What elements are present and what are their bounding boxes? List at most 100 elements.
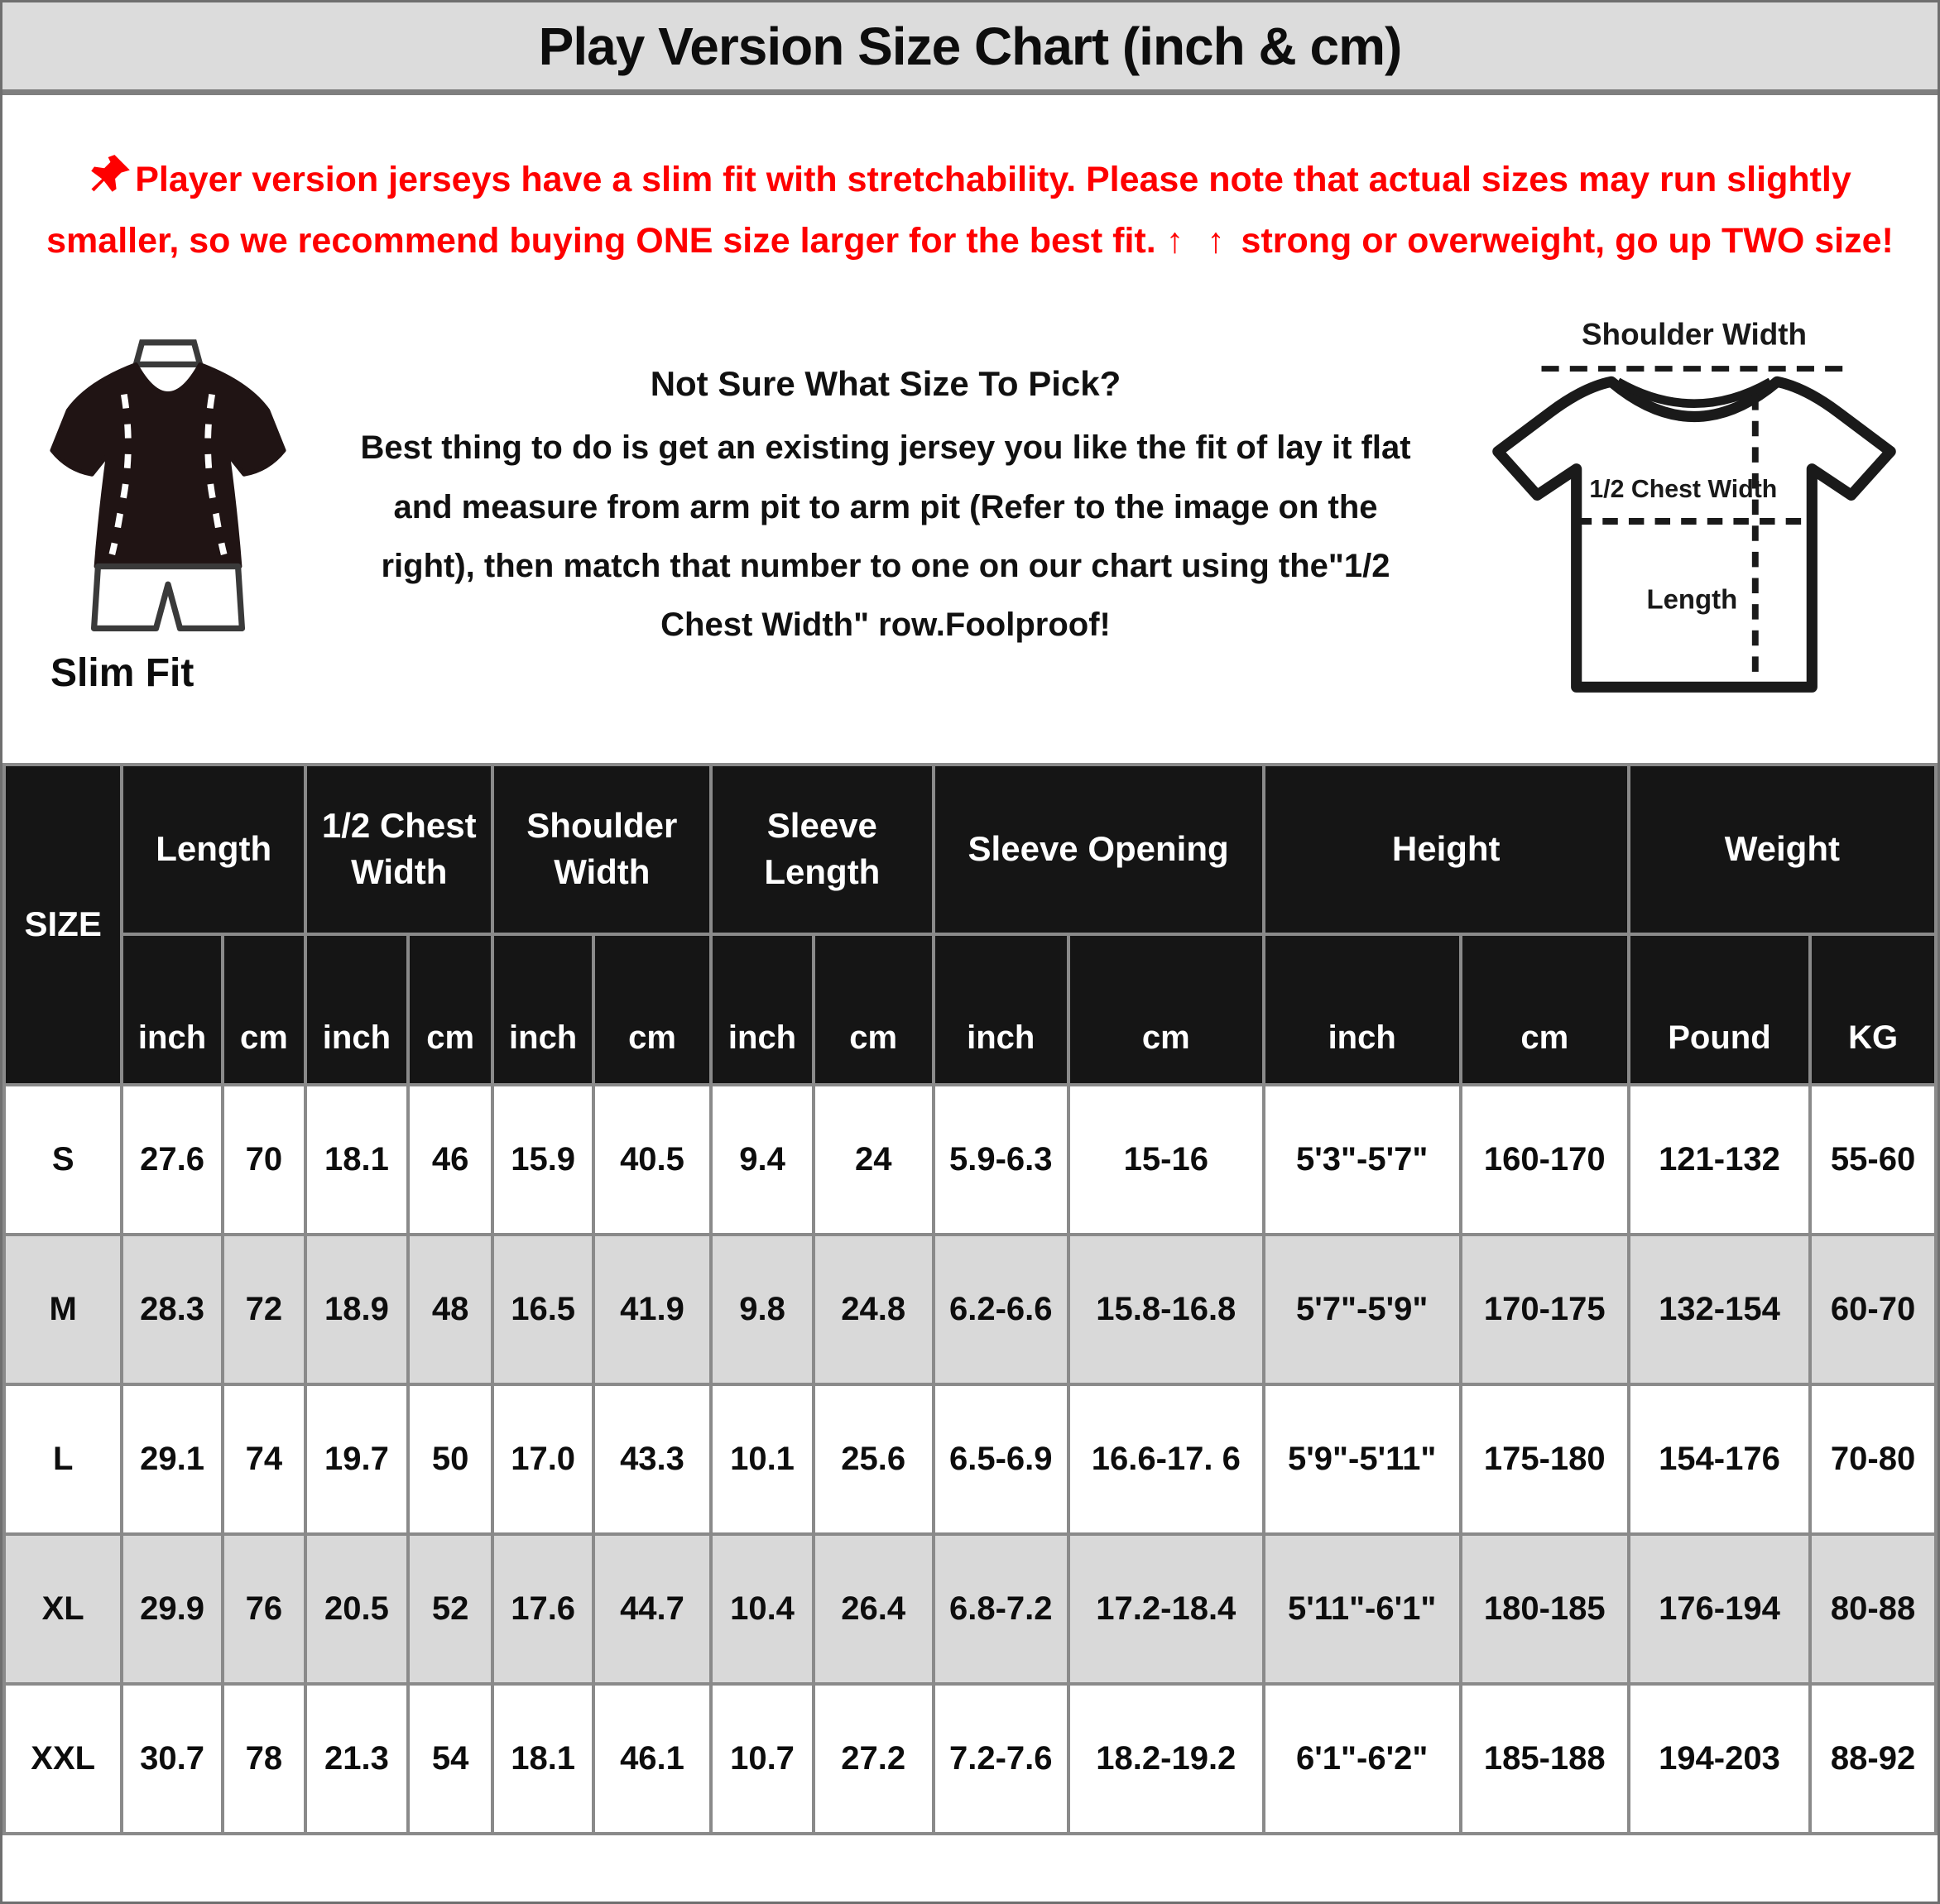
notice-text-2: strong or overweight, go up TWO size! xyxy=(1231,220,1894,261)
value-cell: 18.1 xyxy=(491,1681,595,1835)
col-header-weight: Weight xyxy=(1626,762,1938,936)
col-header-sleeve-length: Sleeve Length xyxy=(709,762,935,936)
slim-fit-figure: Slim Fit xyxy=(36,309,300,696)
value-cell: 6.5-6.9 xyxy=(931,1382,1070,1536)
value-cell: 17.6 xyxy=(491,1532,595,1686)
value-cell: 6.8-7.2 xyxy=(931,1532,1070,1686)
value-cell: 9.4 xyxy=(709,1082,815,1236)
value-cell: 43.3 xyxy=(591,1382,713,1536)
value-cell: 78 xyxy=(220,1681,308,1835)
unit-header: inch xyxy=(1261,932,1462,1086)
value-cell: 44.7 xyxy=(591,1532,713,1686)
size-cell: M xyxy=(2,1232,124,1386)
value-cell: 72 xyxy=(220,1232,308,1386)
value-cell: 5.9-6.3 xyxy=(931,1082,1070,1236)
title-bar: Play Version Size Chart (inch & cm) xyxy=(2,2,1938,95)
table-row-m: M 28.3 72 18.9 48 16.5 41.9 9.8 24.8 6.2… xyxy=(2,1232,1938,1386)
unit-header: inch xyxy=(120,932,224,1086)
fit-notice: Player version jerseys have a slim fit w… xyxy=(2,95,1938,294)
value-cell: 154-176 xyxy=(1626,1382,1813,1536)
value-cell: 25.6 xyxy=(811,1382,935,1536)
value-cell: 15-16 xyxy=(1066,1082,1265,1236)
value-cell: 10.4 xyxy=(709,1532,815,1686)
unit-header: inch xyxy=(931,932,1070,1086)
value-cell: 27.2 xyxy=(811,1681,935,1835)
value-cell: 46.1 xyxy=(591,1681,713,1835)
value-cell: 48 xyxy=(406,1232,495,1386)
table-row-xl: XL 29.9 76 20.5 52 17.6 44.7 10.4 26.4 6… xyxy=(2,1532,1938,1686)
value-cell: 21.3 xyxy=(304,1681,410,1835)
page-title: Play Version Size Chart (inch & cm) xyxy=(538,16,1403,76)
slim-fit-shirt-icon xyxy=(50,339,286,631)
value-cell: 28.3 xyxy=(120,1232,224,1386)
value-cell: 7.2-7.6 xyxy=(931,1681,1070,1835)
value-cell: 40.5 xyxy=(591,1082,713,1236)
value-cell: 180-185 xyxy=(1458,1532,1630,1686)
table-row-s: S 27.6 70 18.1 46 15.9 40.5 9.4 24 5.9-6… xyxy=(2,1082,1938,1236)
diagram-shoulder-width-label: Shoulder Width xyxy=(1582,317,1807,351)
value-cell: 27.6 xyxy=(120,1082,224,1236)
unit-header: Pound xyxy=(1626,932,1813,1086)
value-cell: 6.2-6.6 xyxy=(931,1232,1070,1386)
value-cell: 29.9 xyxy=(120,1532,224,1686)
value-cell: 70-80 xyxy=(1808,1382,1938,1536)
value-cell: 10.7 xyxy=(709,1681,815,1835)
col-header-half-chest-width: 1/2 Chest Width xyxy=(304,762,495,936)
middle-section: Slim Fit Not Sure What Size To Pick? Bes… xyxy=(2,294,1938,763)
value-cell: 5'7"-5'9" xyxy=(1261,1232,1462,1386)
notice-text-1: Player version jerseys have a slim fit w… xyxy=(46,160,1851,261)
col-header-shoulder-width: Shoulder Width xyxy=(491,762,713,936)
diagram-length-label: Length xyxy=(1646,583,1737,614)
col-header-sleeve-opening: Sleeve Opening xyxy=(931,762,1265,936)
value-cell: 5'11"-6'1" xyxy=(1261,1532,1462,1686)
value-cell: 132-154 xyxy=(1626,1232,1813,1386)
up-arrows-icon: ↑ ↑ xyxy=(1165,220,1232,261)
value-cell: 194-203 xyxy=(1626,1681,1813,1835)
value-cell: 20.5 xyxy=(304,1532,410,1686)
pushpin-icon xyxy=(89,153,132,196)
unit-header: inch xyxy=(304,932,410,1086)
table-row-l: L 29.1 74 19.7 50 17.0 43.3 10.1 25.6 6.… xyxy=(2,1382,1938,1536)
value-cell: 5'3"-5'7" xyxy=(1261,1082,1462,1236)
value-cell: 16.6-17. 6 xyxy=(1066,1382,1265,1536)
col-header-height: Height xyxy=(1261,762,1630,936)
unit-header: cm xyxy=(1066,932,1265,1086)
unit-header: KG xyxy=(1808,932,1938,1086)
value-cell: 30.7 xyxy=(120,1681,224,1835)
value-cell: 15.9 xyxy=(491,1082,595,1236)
value-cell: 18.2-19.2 xyxy=(1066,1681,1265,1835)
unit-header: cm xyxy=(811,932,935,1086)
value-cell: 50 xyxy=(406,1382,495,1536)
size-cell: L xyxy=(2,1382,124,1536)
size-table-section: SIZE Length 1/2 Chest Width Shoulder Wid… xyxy=(2,762,1938,1902)
size-cell: XL xyxy=(2,1532,124,1686)
value-cell: 29.1 xyxy=(120,1382,224,1536)
value-cell: 24 xyxy=(811,1082,935,1236)
value-cell: 60-70 xyxy=(1808,1232,1938,1386)
size-instructions: Not Sure What Size To Pick? Best thing t… xyxy=(300,309,1471,655)
value-cell: 170-175 xyxy=(1458,1232,1630,1386)
col-header-length: Length xyxy=(120,762,308,936)
value-cell: 19.7 xyxy=(304,1382,410,1536)
value-cell: 55-60 xyxy=(1808,1082,1938,1236)
value-cell: 176-194 xyxy=(1626,1532,1813,1686)
value-cell: 16.5 xyxy=(491,1232,595,1386)
instructions-body: Best thing to do is get an existing jers… xyxy=(360,429,1411,643)
value-cell: 121-132 xyxy=(1626,1082,1813,1236)
value-cell: 18.1 xyxy=(304,1082,410,1236)
unit-header: inch xyxy=(709,932,815,1086)
value-cell: 175-180 xyxy=(1458,1382,1630,1536)
value-cell: 41.9 xyxy=(591,1232,713,1386)
unit-header: cm xyxy=(591,932,713,1086)
diagram-half-chest-width-label: 1/2 Chest Width xyxy=(1589,476,1777,503)
value-cell: 70 xyxy=(220,1082,308,1236)
value-cell: 9.8 xyxy=(709,1232,815,1386)
slim-fit-label: Slim Fit xyxy=(50,650,194,695)
value-cell: 15.8-16.8 xyxy=(1066,1232,1265,1386)
unit-header: cm xyxy=(406,932,495,1086)
value-cell: 54 xyxy=(406,1681,495,1835)
value-cell: 24.8 xyxy=(811,1232,935,1386)
col-header-size: SIZE xyxy=(2,762,124,1086)
size-table: SIZE Length 1/2 Chest Width Shoulder Wid… xyxy=(2,762,1938,1835)
